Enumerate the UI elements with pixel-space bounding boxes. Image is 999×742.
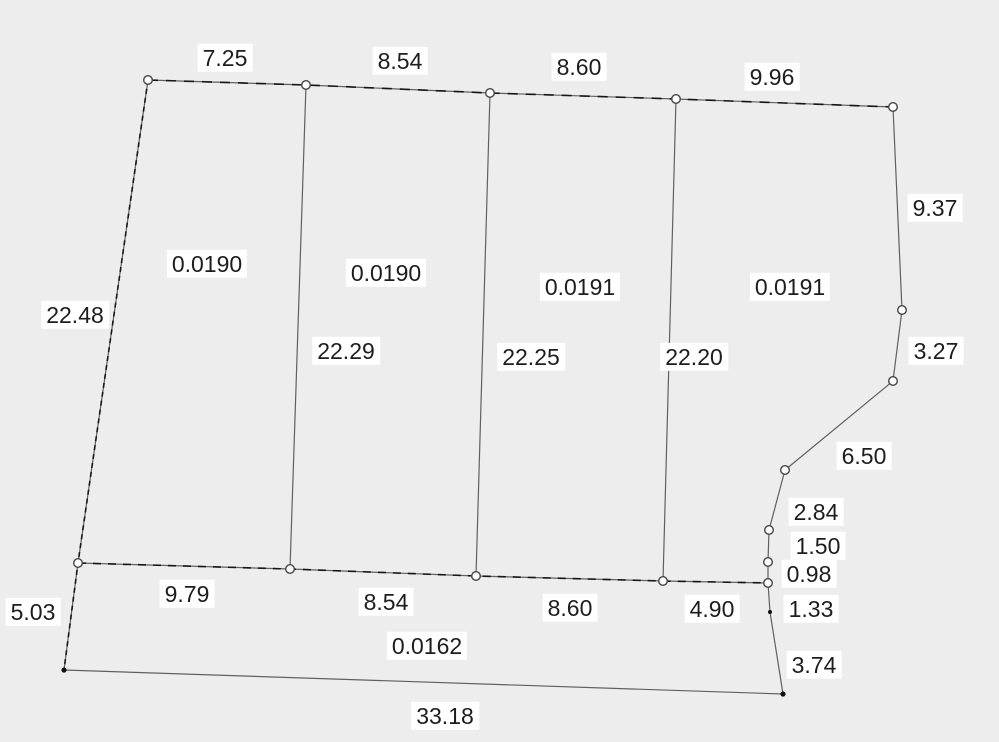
vertex-marker — [888, 101, 899, 112]
parcel-area-label: 0.0191 — [539, 272, 621, 302]
parcel-divider-2 — [475, 92, 491, 577]
vertex-marker — [471, 571, 482, 582]
edge-length-label: 0.98 — [781, 559, 837, 589]
edge-length-label: 1.50 — [790, 531, 846, 561]
parcel-area-label: 0.0190 — [345, 258, 427, 288]
vertex-marker — [763, 557, 774, 568]
parcel-divider-1 — [289, 84, 307, 570]
edge-length-label: 3.27 — [908, 336, 964, 366]
vertex-marker — [888, 376, 899, 387]
parcel-area-label: 0.0191 — [749, 272, 831, 302]
edge-length-label: 22.48 — [41, 300, 109, 330]
edge-length-label: 8.54 — [372, 46, 428, 76]
corner-point — [780, 691, 786, 697]
edge-length-label: 6.50 — [836, 441, 892, 471]
vertex-marker — [142, 74, 153, 85]
edge-length-label: 5.03 — [5, 597, 61, 627]
edge-length-label: 22.25 — [497, 342, 565, 372]
vertex-marker — [658, 576, 669, 587]
edge-length-label: 22.20 — [660, 342, 728, 372]
vertex-marker — [897, 305, 908, 316]
edge-length-label: 8.60 — [551, 52, 607, 82]
parcel-area-label: 0.0162 — [386, 631, 468, 661]
edge-length-label: 1.33 — [783, 594, 839, 624]
parcel-area-label: 0.0190 — [166, 249, 248, 279]
edge-length-label: 2.84 — [788, 497, 844, 527]
edge-length-label: 9.79 — [159, 579, 215, 609]
edge-length-label: 8.54 — [358, 587, 414, 617]
parcel-divider-3 — [662, 98, 677, 582]
edge-length-label: 9.37 — [907, 193, 963, 223]
street-line-dashes — [77, 562, 769, 584]
vertex-marker — [485, 87, 496, 98]
edge-length-label: 22.29 — [312, 336, 380, 366]
edge-length-label: 8.60 — [542, 593, 598, 623]
vertex-marker — [763, 578, 774, 589]
corner-point — [768, 610, 772, 614]
vertex-marker — [780, 465, 791, 476]
edge-length-label: 4.90 — [684, 594, 740, 624]
vertex-marker — [72, 558, 83, 569]
vertex-marker — [301, 79, 312, 90]
vertex-marker — [285, 564, 296, 575]
edge-length-label: 9.96 — [744, 62, 800, 92]
vertex-marker — [764, 525, 775, 536]
bottom-boundary — [63, 669, 784, 695]
edge-length-label: 7.25 — [197, 43, 253, 73]
vertex-marker — [671, 93, 682, 104]
edge-length-label: 33.18 — [411, 701, 479, 731]
corner-point — [61, 667, 67, 673]
edge-length-label: 3.74 — [786, 650, 842, 680]
